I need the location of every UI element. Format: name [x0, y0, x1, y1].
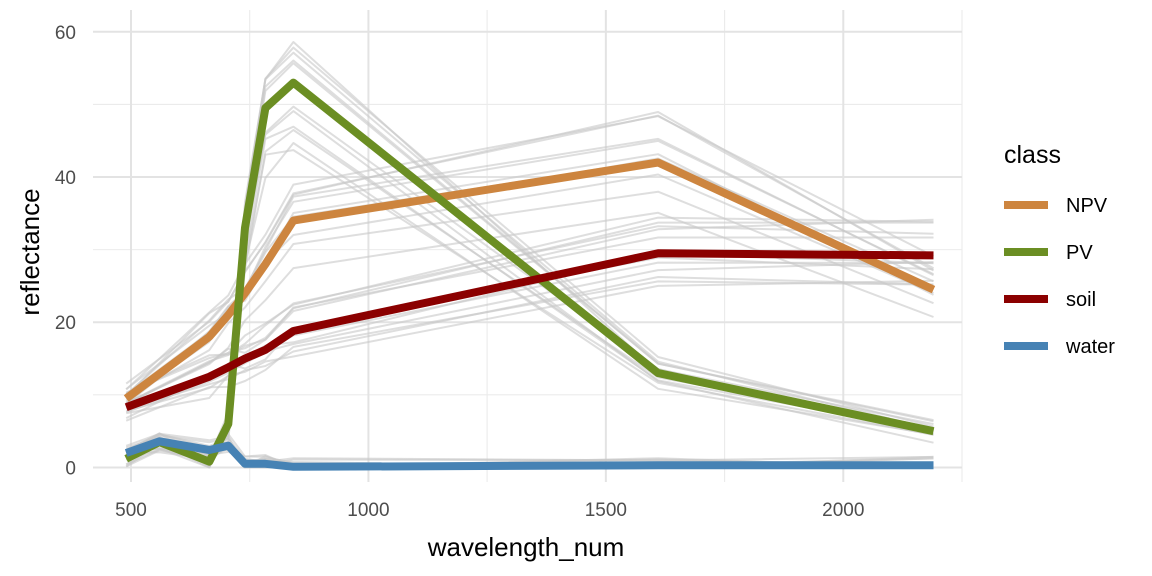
legend-title: class — [1004, 141, 1061, 169]
background-spectrum-line — [125, 280, 934, 422]
series-line-water — [124, 437, 934, 471]
legend-item-npv: NPV — [1004, 195, 1108, 217]
legend-item-pv: PV — [1004, 242, 1093, 264]
legend-label: soil — [1066, 289, 1096, 311]
series-lines — [123, 78, 936, 471]
background-spectrum-line — [125, 225, 934, 394]
background-spectrum-line — [125, 276, 934, 410]
x-axis-title: wavelength_num — [427, 532, 625, 562]
background-spectrum-line — [125, 114, 934, 385]
x-axis-ticks: 500 1000 1500 2000 — [115, 500, 864, 521]
y-tick-label: 0 — [65, 458, 76, 479]
legend-item-soil: soil — [1004, 289, 1096, 311]
x-tick-label: 1500 — [585, 500, 627, 521]
series-line-npv — [123, 158, 936, 402]
legend-label: PV — [1066, 242, 1093, 264]
x-tick-label: 500 — [115, 500, 147, 521]
x-tick-label: 2000 — [822, 500, 864, 521]
y-tick-label: 40 — [55, 168, 76, 189]
y-axis-title: reflectance — [15, 188, 45, 315]
legend-item-water: water — [1004, 336, 1115, 358]
background-spectrum-line — [126, 279, 934, 415]
series-line-soil — [124, 249, 934, 411]
legend: class NPV PV soil water — [1004, 141, 1115, 358]
x-tick-label: 1000 — [347, 500, 389, 521]
legend-label: water — [1065, 336, 1115, 358]
y-tick-label: 60 — [55, 23, 76, 44]
y-axis-ticks: 0 20 40 60 — [55, 23, 76, 480]
y-tick-label: 20 — [55, 313, 76, 334]
background-spectrum-line — [125, 216, 934, 394]
background-spectrum-line — [125, 236, 934, 405]
legend-label: NPV — [1066, 195, 1108, 217]
legend-items: NPV PV soil water — [1004, 195, 1115, 358]
background-spectrum-line — [125, 190, 934, 399]
